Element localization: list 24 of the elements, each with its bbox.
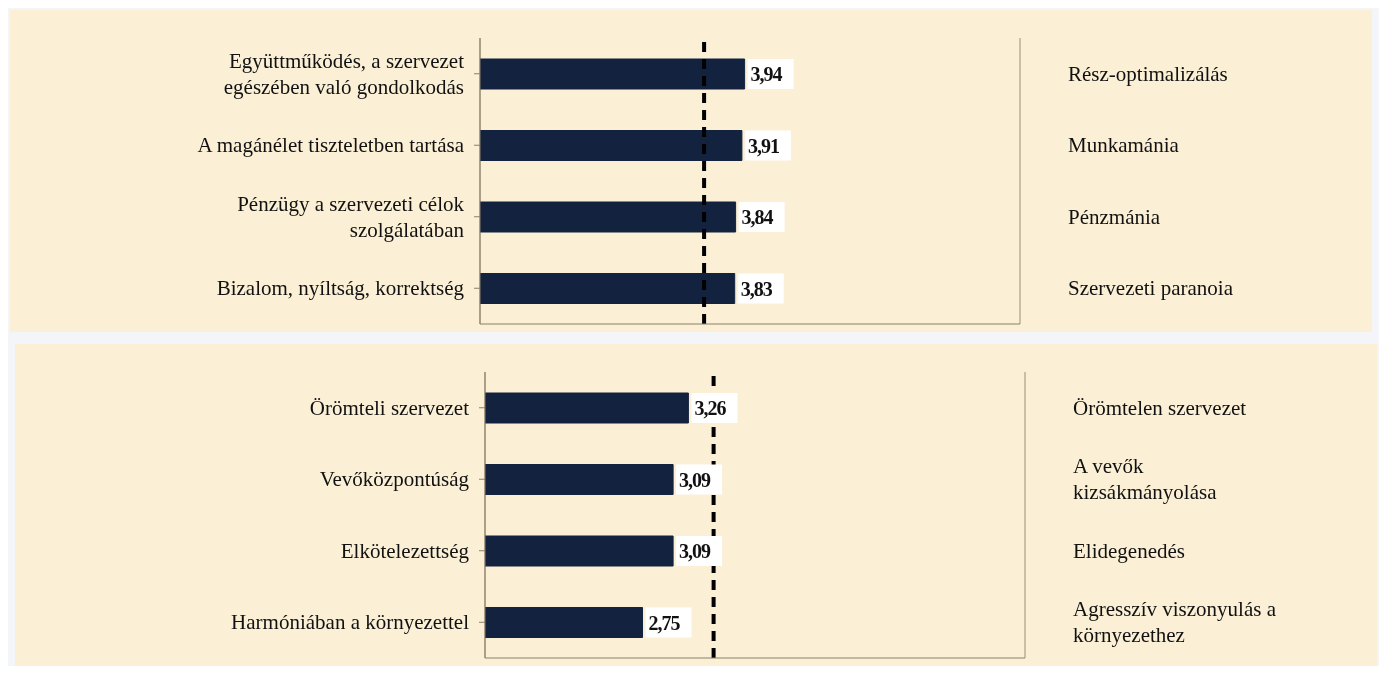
data-label: 3,83	[740, 277, 773, 300]
data-label: 3,26	[694, 397, 727, 419]
y2-tick-label: A vevők kizsákmányolása	[1073, 454, 1218, 505]
category-label: Bizalom, nyíltság, korrektség	[216, 276, 464, 301]
category-label: Elkötelezettség	[340, 538, 469, 563]
category-label: A magánélet tiszteletben tartása	[197, 133, 464, 158]
category-label: Pénzügy a szervezeti célok szolgálatában	[237, 191, 464, 242]
data-label: 2,75	[648, 611, 681, 634]
data-label: 3,09	[679, 540, 712, 562]
data-label: 3,09	[679, 468, 712, 491]
category-label: Harmóniában a környezettel	[231, 610, 469, 635]
y2-tick-label: Szervezeti paranoia	[1068, 276, 1234, 301]
y2-tick-label: Agresszív viszonyulás a környezethez	[1073, 597, 1277, 648]
y2-tick-label: Pénzmánia	[1068, 204, 1161, 229]
y2-tick-label: Munkamánia	[1068, 133, 1180, 158]
data-label: 3,84	[741, 206, 774, 228]
category-label: Együttműködés, a szervezet egészében való gondolkodás	[223, 48, 464, 99]
y2-tick-label: Rész-optimalizálás	[1068, 61, 1228, 86]
data-label: 3,91	[747, 134, 779, 157]
y2-tick-label: Elidegenedés	[1073, 538, 1185, 563]
data-label: 3,94	[750, 63, 783, 85]
category-label: Vevőközpontúság	[319, 467, 469, 492]
category-label: Örömteli szervezet	[309, 395, 469, 420]
y2-tick-label: Örömtelen szervezet	[1073, 395, 1247, 420]
